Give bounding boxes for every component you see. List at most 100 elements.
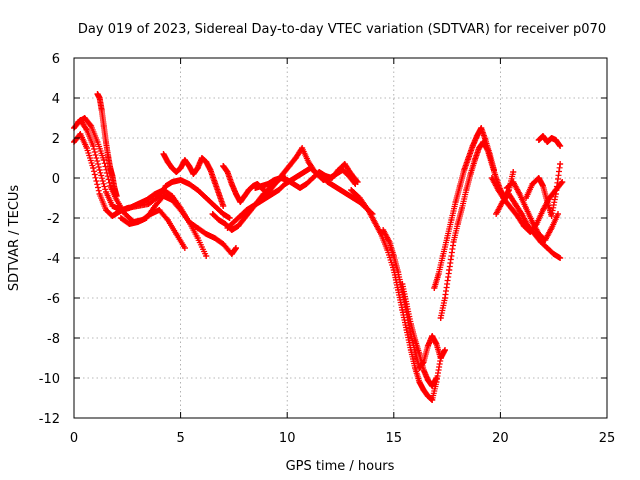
data-point <box>525 223 532 229</box>
x-tick-label: 25 <box>599 431 616 446</box>
data-point <box>544 139 551 145</box>
data-point <box>535 175 542 181</box>
data-point <box>348 187 355 193</box>
data-point <box>303 181 310 187</box>
data-point <box>186 163 193 169</box>
data-point <box>437 355 444 361</box>
data-point <box>456 183 463 189</box>
data-point <box>107 165 114 171</box>
data-point <box>96 167 103 173</box>
data-point <box>416 379 423 385</box>
data-point <box>412 337 419 343</box>
data-point <box>384 247 391 253</box>
y-tick-label: 4 <box>52 92 60 107</box>
data-point <box>469 143 476 149</box>
data-point <box>463 187 470 193</box>
data-point <box>211 235 218 241</box>
data-point <box>103 189 109 195</box>
data-point <box>169 197 176 203</box>
data-point <box>557 255 564 261</box>
data-point <box>478 125 485 131</box>
data-point <box>265 181 271 187</box>
data-point <box>94 139 101 145</box>
data-point <box>399 281 406 287</box>
data-point <box>77 131 84 137</box>
data-point <box>523 205 529 211</box>
data-point <box>169 165 176 171</box>
data-point <box>465 155 472 161</box>
x-tick-label: 0 <box>70 431 78 446</box>
data-point <box>173 169 180 175</box>
data-point <box>429 333 436 339</box>
data-point <box>548 135 555 141</box>
data-point <box>241 193 248 199</box>
data-point <box>245 187 252 193</box>
data-point <box>343 191 350 197</box>
data-point <box>126 205 133 211</box>
series-arc-10 <box>252 161 361 191</box>
x-tick-label: 15 <box>386 431 403 446</box>
data-point <box>216 217 222 223</box>
grid-lines <box>74 58 607 418</box>
data-point <box>299 145 306 151</box>
data-point <box>307 165 314 171</box>
data-point <box>226 215 233 221</box>
data-point <box>309 175 316 181</box>
data-point <box>230 219 237 225</box>
data-point <box>198 155 205 161</box>
data-point <box>508 205 515 211</box>
data-point <box>96 191 103 197</box>
data-point <box>450 239 457 245</box>
data-point <box>186 181 193 187</box>
data-point <box>429 383 436 389</box>
series-arc-11 <box>348 187 444 403</box>
data-point <box>177 165 184 171</box>
data-point <box>286 163 293 169</box>
y-tick-label: -6 <box>47 292 60 307</box>
data-point <box>190 171 197 177</box>
data-point <box>209 211 216 217</box>
x-tick-label: 10 <box>279 431 296 446</box>
data-point <box>173 231 180 237</box>
data-point <box>305 159 312 165</box>
data-point <box>442 295 448 301</box>
data-point <box>390 253 397 259</box>
data-point <box>90 165 97 171</box>
data-point <box>331 183 338 189</box>
data-point <box>473 133 480 139</box>
data-point <box>105 153 112 159</box>
data-point <box>420 367 427 373</box>
data-point <box>403 327 410 333</box>
marker-path <box>71 117 210 259</box>
data-point <box>233 191 239 197</box>
data-point <box>117 215 124 221</box>
data-point <box>529 219 536 225</box>
data-point <box>177 177 184 183</box>
data-point <box>380 227 387 233</box>
plot-frame <box>73 57 608 419</box>
y-axis-label: SDTVAR / TECUs <box>7 185 22 292</box>
data-point <box>316 169 323 175</box>
data-point <box>540 133 546 139</box>
data-point <box>186 219 193 225</box>
data-point <box>152 203 158 209</box>
data-point <box>435 271 442 277</box>
data-point <box>181 157 188 163</box>
data-point <box>228 227 235 233</box>
data-point <box>220 241 227 247</box>
y-tick-label: 2 <box>52 132 60 147</box>
data-point <box>484 147 491 153</box>
data-point <box>113 193 120 199</box>
data-point <box>94 91 101 97</box>
data-point <box>424 377 431 383</box>
data-point <box>241 215 248 221</box>
data-point <box>109 173 116 179</box>
data-point <box>559 179 566 185</box>
data-point <box>160 187 167 193</box>
data-point <box>207 167 214 173</box>
series-arc-19 <box>523 161 564 219</box>
data-point <box>222 221 229 227</box>
data-point <box>145 201 152 207</box>
series-arc-9 <box>220 163 286 205</box>
data-point <box>365 207 372 213</box>
